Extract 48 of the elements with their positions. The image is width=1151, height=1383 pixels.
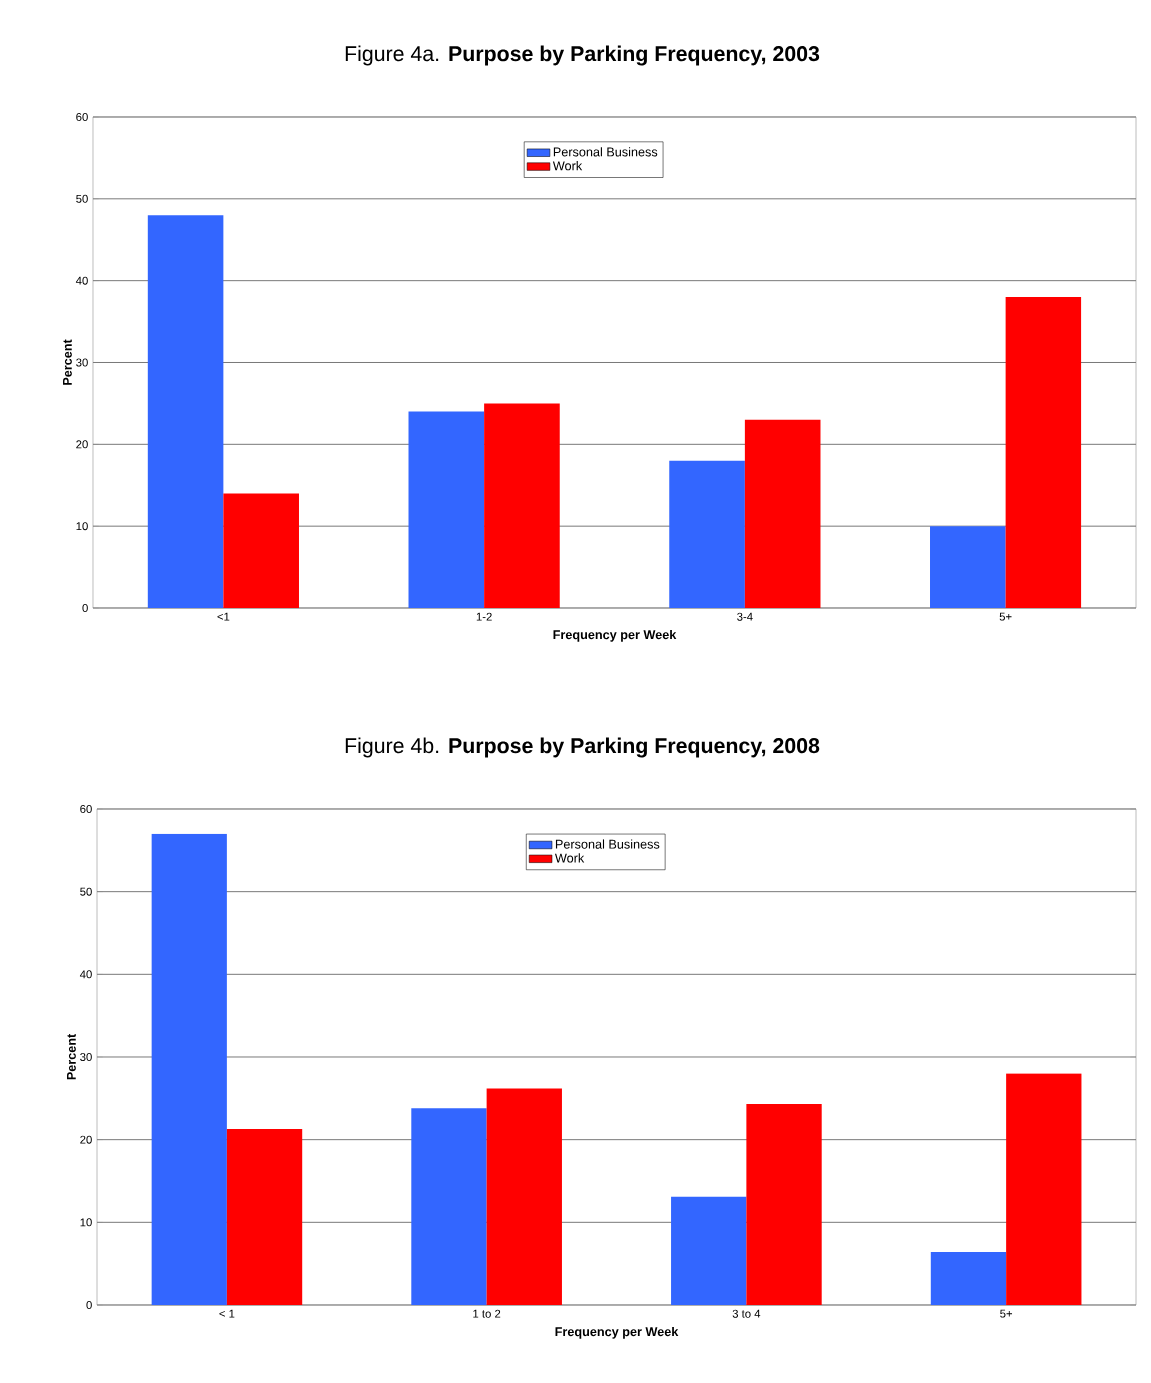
x-axis-title: Frequency per Week <box>553 629 677 642</box>
y-tick-label: 10 <box>76 522 88 531</box>
legend-label: Work <box>554 853 585 863</box>
legend-label: Work <box>552 160 583 171</box>
y-tick-label: 50 <box>76 194 88 203</box>
bar <box>744 419 821 608</box>
y-tick-label: 0 <box>82 603 88 612</box>
bar <box>484 403 560 608</box>
y-tick-label: 50 <box>80 887 92 896</box>
bar <box>1005 297 1082 608</box>
x-tick-label: 1-2 <box>476 612 492 621</box>
x-axis-title: Frequency per Week <box>555 1326 679 1339</box>
bar <box>151 833 227 1305</box>
legend-label: Personal Business <box>553 147 658 157</box>
x-tick-label: 5+ <box>999 612 1012 621</box>
x-tick-label: < 1 <box>219 1309 235 1318</box>
chart-title: Figure 4a. Purpose by Parking Frequency, 2003 <box>345 45 820 66</box>
y-tick-label: 60 <box>80 804 92 813</box>
legend-label: Personal Business <box>555 839 660 849</box>
y-tick-label: 60 <box>76 112 88 121</box>
x-tick-label: <1 <box>217 612 230 621</box>
bar <box>930 526 1006 608</box>
bar <box>669 460 745 608</box>
bar <box>1006 1073 1082 1305</box>
y-axis-title: Percent <box>67 1033 76 1080</box>
y-tick-label: 0 <box>86 1300 92 1309</box>
y-tick-label: 40 <box>79 970 92 979</box>
bar <box>930 1252 1007 1305</box>
bar <box>223 493 299 608</box>
bar <box>226 1128 303 1305</box>
bar <box>746 1104 822 1305</box>
bar <box>147 215 224 608</box>
x-tick-label: 3 to 4 <box>732 1309 761 1318</box>
y-tick-label: 30 <box>76 358 88 367</box>
x-tick-label: 1 to 2 <box>473 1309 501 1318</box>
bar <box>486 1088 562 1305</box>
y-tick-label: 20 <box>80 1135 92 1144</box>
y-tick-label: 10 <box>80 1218 92 1227</box>
y-tick-label: 20 <box>76 440 88 449</box>
y-axis-title: Percent <box>63 339 72 385</box>
bar <box>671 1196 747 1305</box>
y-tick-label: 40 <box>75 276 88 285</box>
bar <box>411 1108 487 1305</box>
x-tick-label: 3-4 <box>737 612 753 621</box>
x-tick-label: 5+ <box>1000 1309 1013 1318</box>
chart-title: Figure 4b. Purpose by Parking Frequency, 2008 <box>345 737 820 758</box>
y-tick-label: 30 <box>80 1052 92 1061</box>
bar <box>408 411 485 608</box>
